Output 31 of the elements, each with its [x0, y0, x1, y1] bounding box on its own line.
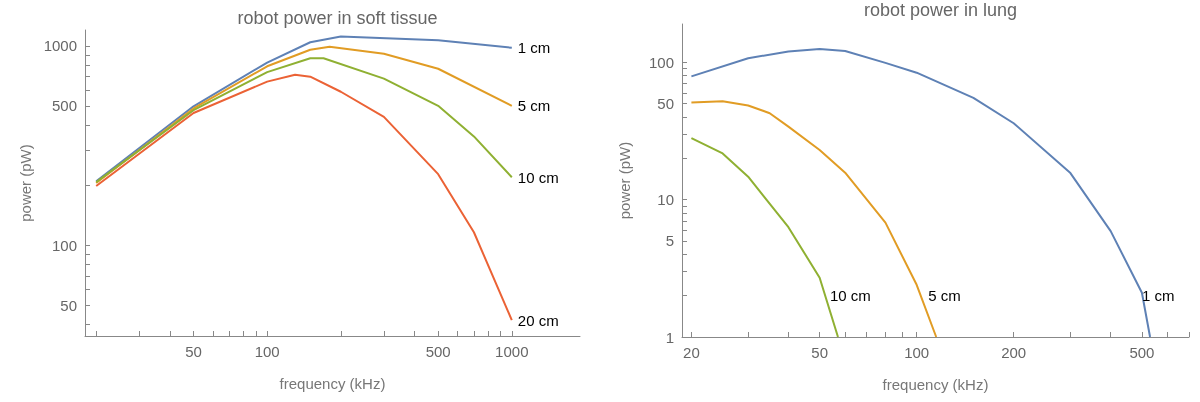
y-tick-label: 100 [648, 53, 674, 71]
y-tick-label: 10 [657, 191, 674, 209]
x-tick-label: 20 [683, 344, 700, 361]
y-tick-label: 1 [665, 328, 674, 346]
chart-title: robot power in lung [863, 0, 1018, 20]
x-tick-label: 200 [1001, 344, 1027, 361]
x-axis-title: frequency (kHz) [882, 376, 989, 393]
chart-title: robot power in soft tissue [237, 8, 438, 28]
y-tick-label: 50 [657, 95, 674, 113]
y-axis-title: power (pW) [16, 144, 34, 222]
x-tick-label: 100 [254, 343, 280, 360]
x-tick-label: 1000 [495, 343, 529, 360]
y-tick-label: 50 [60, 296, 77, 314]
series-label: 1 cm [517, 39, 551, 57]
y-axis-title: power (pW) [616, 141, 633, 220]
y-tick-label: 100 [51, 236, 77, 254]
series-label: 20 cm [517, 311, 559, 329]
series-label: 1 cm [1142, 286, 1175, 304]
x-tick-label: 500 [1129, 344, 1155, 361]
series-label: 5 cm [928, 286, 961, 304]
x-tick-label: 500 [425, 343, 451, 360]
x-tick-label: 50 [811, 344, 828, 361]
y-tick-label: 1000 [43, 37, 77, 55]
y-tick-label: 500 [51, 97, 77, 115]
series-label: 10 cm [829, 286, 871, 304]
x-tick-label: 100 [904, 344, 930, 361]
series-label: 10 cm [517, 168, 559, 186]
series-label: 5 cm [517, 97, 551, 115]
y-tick-label: 5 [665, 232, 674, 250]
x-axis-title: frequency (kHz) [279, 375, 386, 392]
x-tick-label: 50 [185, 343, 202, 360]
